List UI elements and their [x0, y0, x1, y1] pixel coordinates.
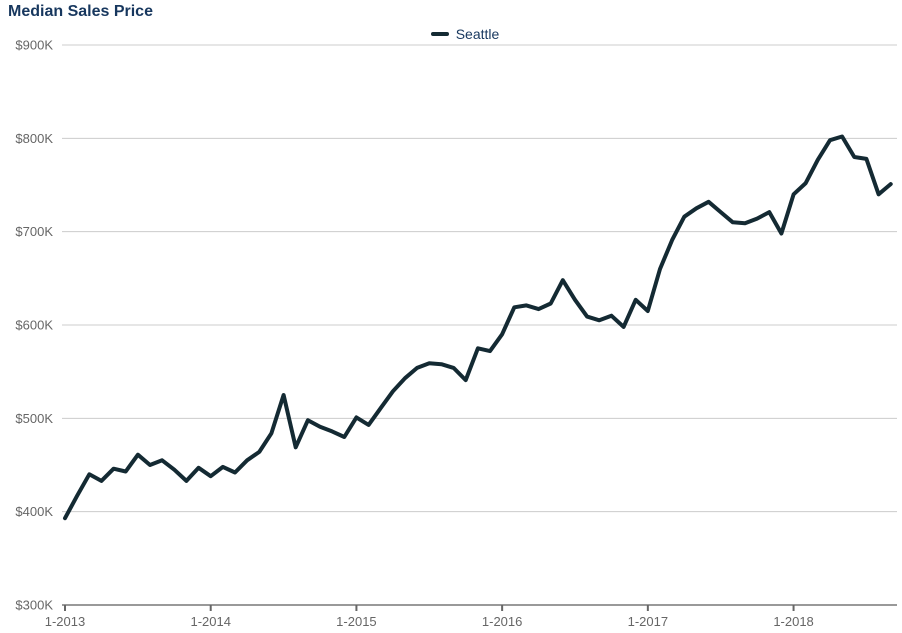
chart-title: Median Sales Price: [8, 3, 153, 20]
x-axis-label-1-2017: 1-2017: [628, 614, 668, 629]
y-axis-label-$400K: $400K: [15, 504, 53, 519]
legend-item-seattle[interactable]: Seattle: [430, 26, 500, 42]
x-axis-label-1-2014: 1-2014: [190, 614, 230, 629]
y-axis-label-$700K: $700K: [15, 224, 53, 239]
y-axis-label-$600K: $600K: [15, 318, 53, 333]
x-axis-label-1-2015: 1-2015: [336, 614, 376, 629]
y-axis-label-$800K: $800K: [15, 131, 53, 146]
x-axis-label-1-2013: 1-2013: [45, 614, 85, 629]
y-axis-label-$900K: $900K: [15, 38, 53, 53]
seattle-series-swatch-icon: [430, 32, 449, 36]
x-axis-label-1-2018: 1-2018: [773, 614, 813, 629]
legend: Seattle: [0, 26, 902, 42]
y-axis-label-$500K: $500K: [15, 411, 53, 426]
seattle-price-line[interactable]: [63, 134, 893, 521]
x-axis-label-1-2016: 1-2016: [482, 614, 522, 629]
y-axis-label-$300K: $300K: [15, 598, 53, 613]
legend-item-label: Seattle: [455, 26, 500, 42]
